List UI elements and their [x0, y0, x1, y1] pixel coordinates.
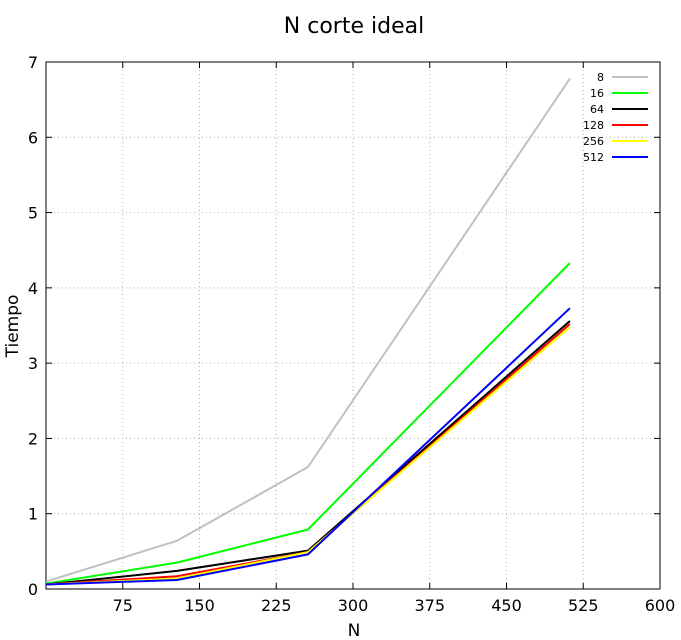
x-axis-label: N: [348, 621, 361, 640]
x-tick-label-2: 225: [261, 596, 292, 615]
y-tick-label-4: 4: [28, 279, 38, 298]
legend-label-16: 16: [590, 87, 604, 100]
series-line-512: [46, 307, 571, 586]
series-line-64: [46, 320, 571, 586]
y-axis-label: Tiempo: [3, 295, 23, 359]
y-tick-label-3: 3: [28, 354, 38, 373]
legend-label-512: 512: [583, 151, 604, 164]
legend-label-128: 128: [583, 119, 604, 132]
y-tick-label-1: 1: [28, 505, 38, 524]
x-tick-label-7: 600: [645, 596, 676, 615]
series-line-128: [46, 323, 571, 586]
series-line-16: [46, 262, 571, 585]
chart-title: N corte ideal: [284, 14, 424, 39]
x-tick-label-5: 450: [491, 596, 522, 615]
x-tick-label-0: 75: [113, 596, 133, 615]
x-tick-label-4: 375: [414, 596, 445, 615]
y-tick-label-0: 0: [28, 580, 38, 599]
series-line-256: [46, 326, 571, 586]
y-axis: 0 1 2 3 4 5 6 7: [28, 53, 660, 599]
legend-label-64: 64: [590, 103, 604, 116]
x-tick-label-3: 300: [338, 596, 369, 615]
legend-label-256: 256: [583, 135, 604, 148]
y-tick-label-5: 5: [28, 204, 38, 223]
y-tick-label-6: 6: [28, 128, 38, 147]
x-tick-label-6: 525: [568, 596, 599, 615]
y-tick-label-2: 2: [28, 429, 38, 448]
y-tick-label-7: 7: [28, 53, 38, 72]
x-axis: 75 150 225 300 375 450 525 600: [113, 62, 676, 615]
x-tick-label-1: 150: [184, 596, 215, 615]
series-line-8: [46, 78, 571, 583]
legend: 8 16 64 128 256 512: [583, 71, 648, 164]
series-lines: [46, 78, 571, 586]
legend-label-8: 8: [597, 71, 604, 84]
